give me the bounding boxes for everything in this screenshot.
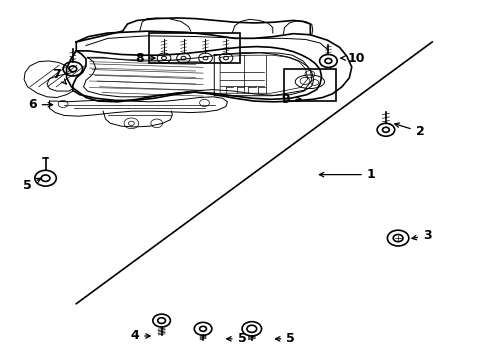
Text: 9: 9 — [281, 93, 301, 106]
Text: 8: 8 — [135, 51, 155, 64]
Bar — [149, 33, 239, 63]
Text: 6: 6 — [28, 98, 53, 111]
Text: 3: 3 — [411, 229, 431, 242]
Text: 4: 4 — [130, 329, 150, 342]
Text: 7: 7 — [52, 68, 66, 84]
Text: 5: 5 — [23, 178, 41, 192]
Text: 10: 10 — [340, 51, 365, 64]
Text: 2: 2 — [394, 123, 424, 138]
Text: 1: 1 — [319, 168, 375, 181]
Text: 5: 5 — [226, 332, 246, 345]
Bar — [283, 69, 335, 101]
Text: 5: 5 — [275, 332, 295, 345]
